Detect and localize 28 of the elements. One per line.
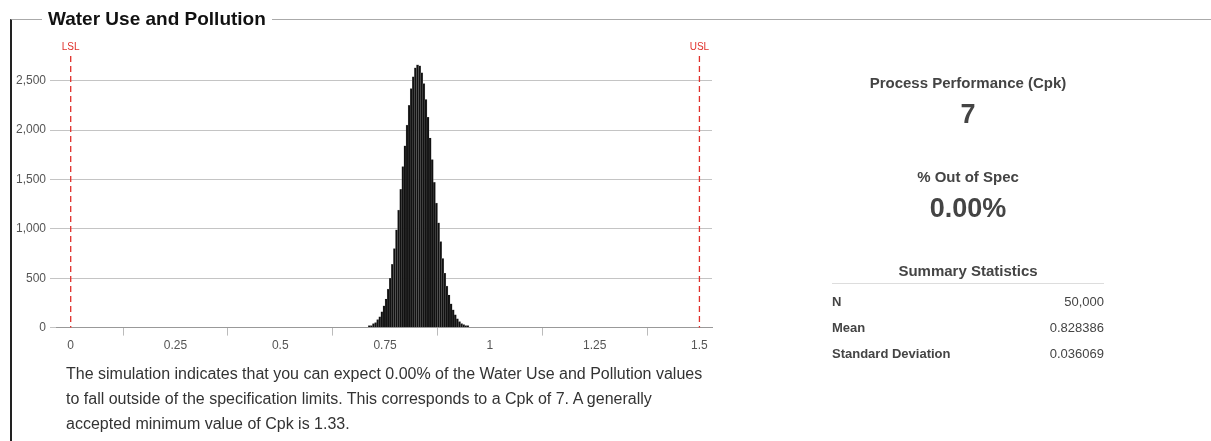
text: The simulation indicates that you can expect 0.00% of the Water Use and Pollution values to fall outside of the specification limits. This corresponds to a Cpk of 7. A generally accepted minimum value of Cpk is 1.33.: [66, 364, 704, 434]
ref-line-label: LSL: [61, 40, 81, 52]
x-tick-label: 0.5: [271, 338, 289, 353]
text: Process Performance (Cpk): [868, 74, 1068, 91]
x-tick-label: 0.75: [373, 338, 398, 353]
text: 50,000: [1064, 293, 1104, 311]
text: Mean: [832, 319, 866, 337]
ref-line-label: USL: [689, 40, 710, 52]
text: 0.036069: [1049, 345, 1104, 363]
text: % Out of Spec: [916, 168, 1020, 185]
y-tick-label: 500: [26, 270, 47, 285]
x-tick-label: 1.5: [691, 338, 709, 353]
text: N: [832, 293, 842, 311]
text: 0.00%: [928, 193, 1008, 224]
y-tick-label: 1,500: [16, 171, 47, 186]
x-tick-label: 1.25: [582, 338, 607, 353]
y-tick-label: 2,000: [16, 122, 47, 137]
text: Summary Statistics: [832, 262, 1104, 284]
text: 0.828386: [1049, 319, 1104, 337]
x-tick-label: 0.25: [163, 338, 188, 353]
y-tick-label: 0: [39, 319, 47, 334]
x-tick-label: 0: [67, 338, 75, 353]
x-tick-label: 1: [486, 338, 494, 353]
y-tick-label: 1,000: [16, 221, 47, 236]
chart-title: Water Use and Pollution: [47, 8, 267, 30]
text: 7: [959, 99, 977, 130]
text: Standard Deviation: [832, 345, 951, 363]
y-tick-label: 2,500: [16, 73, 47, 87]
